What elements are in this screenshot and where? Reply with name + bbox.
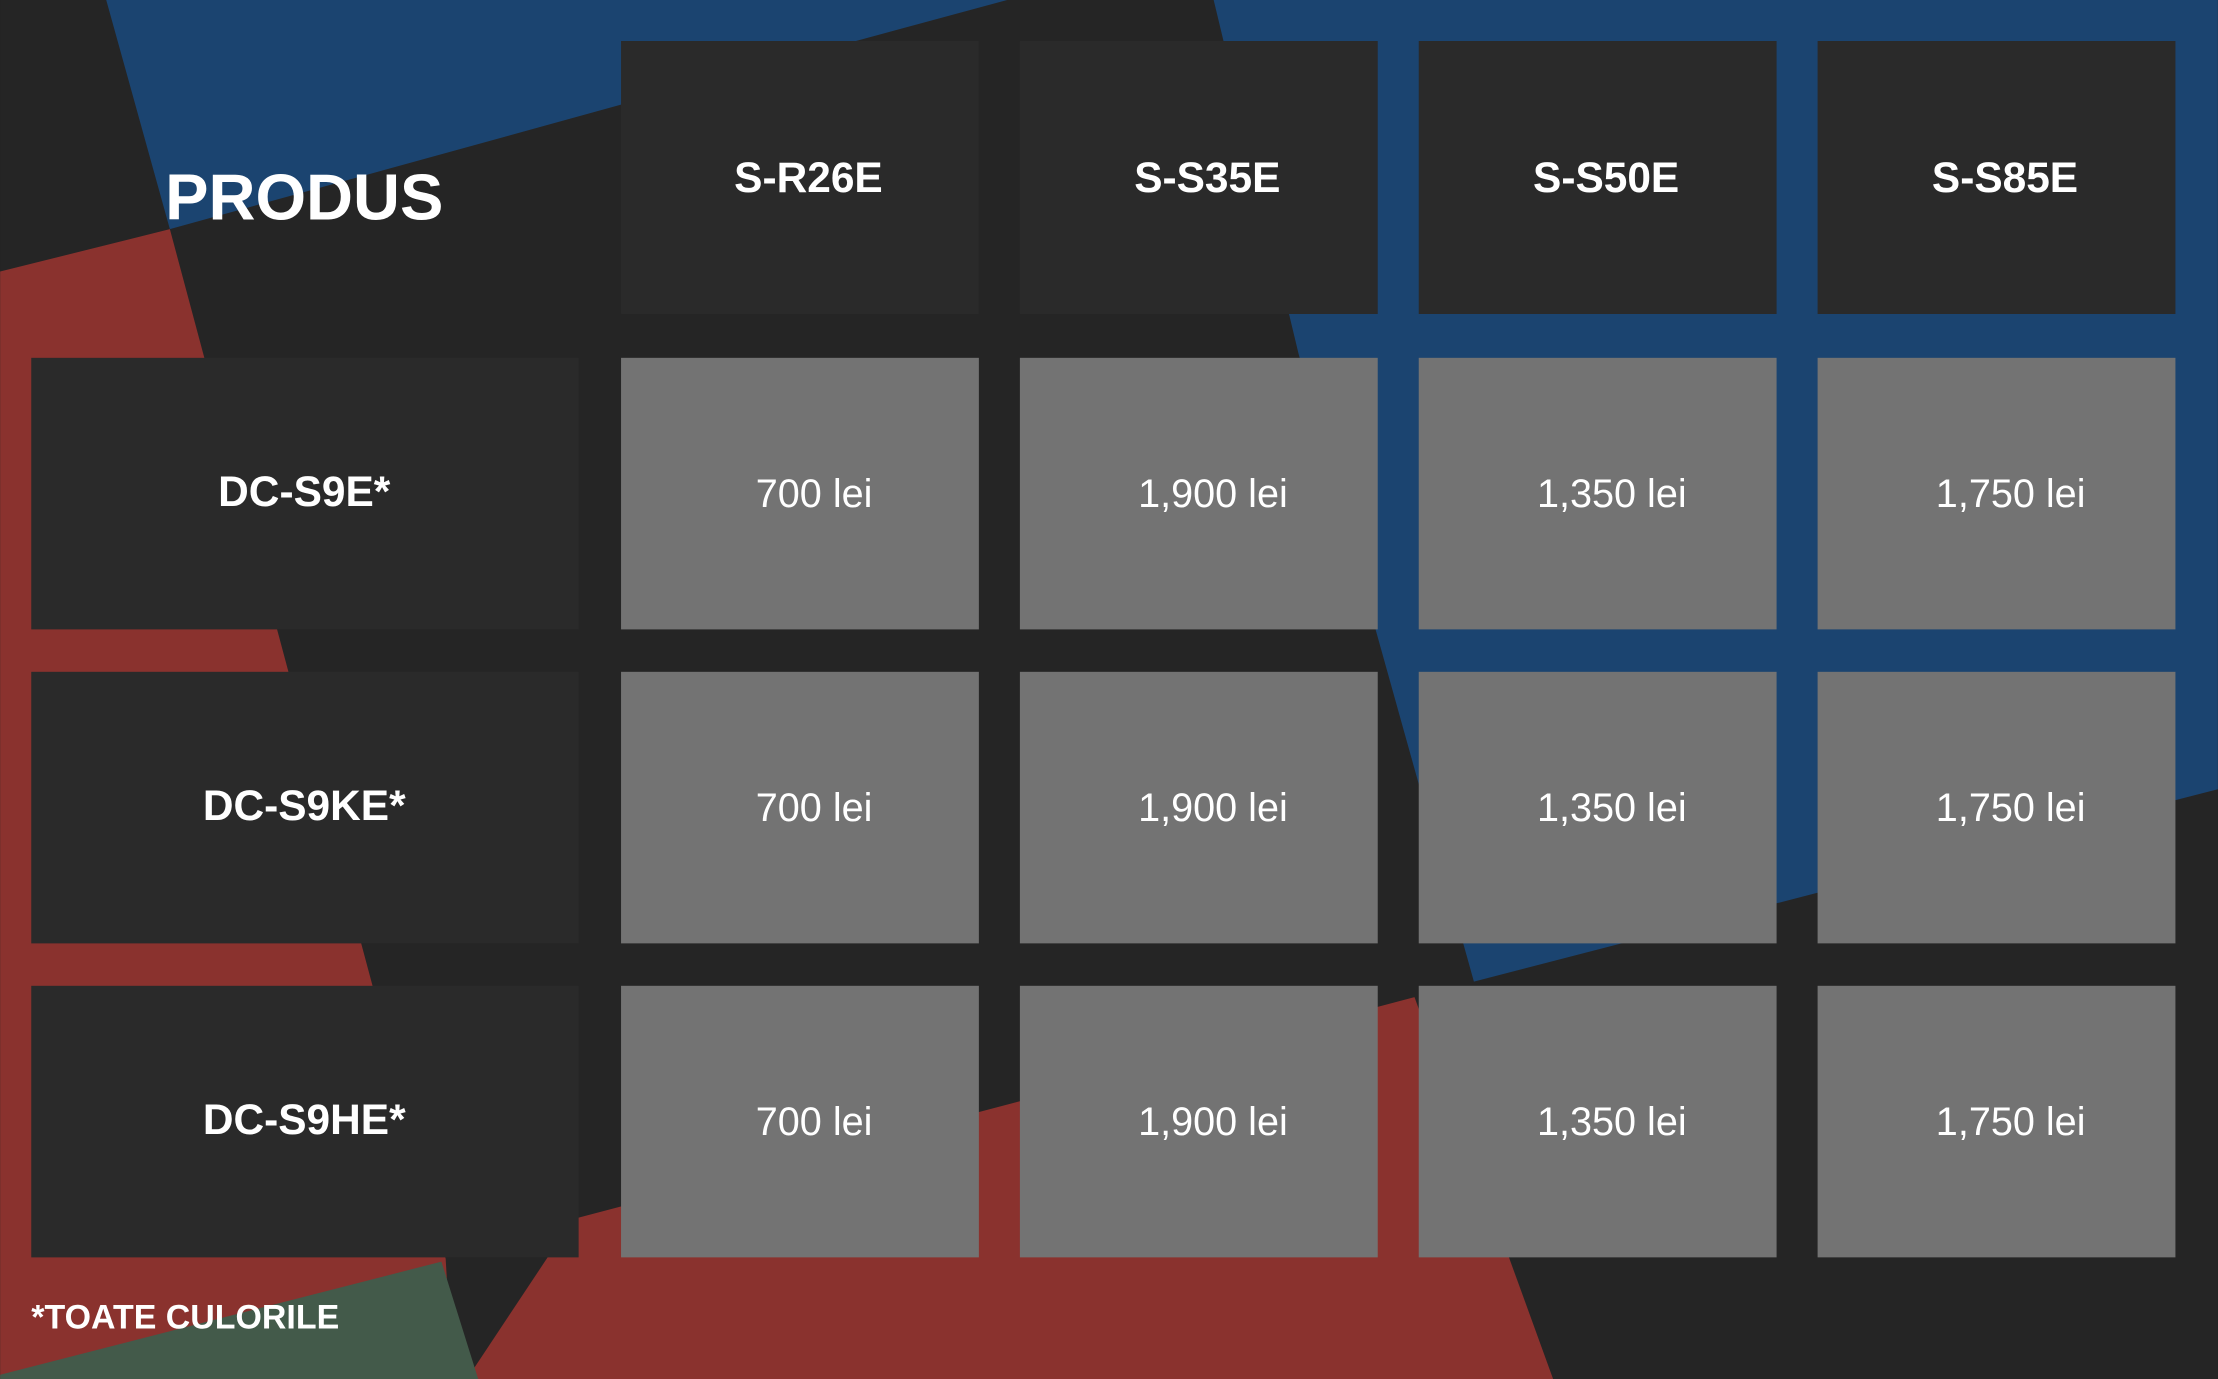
row-header: DC-S9E*: [218, 468, 391, 515]
column-header-cell: [621, 41, 979, 314]
price-cell: [1817, 671, 2176, 944]
column-header: S-S85E: [1932, 154, 2078, 201]
price-cell: [1019, 671, 1378, 944]
column-header: S-S50E: [1533, 154, 1679, 201]
column-header: S-S35E: [1134, 154, 1280, 201]
column-header: S-R26E: [734, 154, 883, 201]
row-header-cell: [31, 357, 579, 630]
price: 700 lei: [756, 1100, 873, 1144]
price-cell: [621, 357, 979, 630]
row-header-cell: [31, 671, 579, 944]
price: 1,900 lei: [1138, 786, 1288, 830]
row-header: DC-S9HE*: [203, 1096, 406, 1143]
column-header-cell: [1019, 41, 1378, 314]
price: 1,750 lei: [1936, 1100, 2086, 1144]
row-header-cell: [31, 985, 579, 1258]
price: 1,750 lei: [1936, 472, 2086, 516]
price-cell: [621, 671, 979, 944]
column-header-cell: [1418, 41, 1777, 314]
row-header: DC-S9KE*: [203, 782, 406, 829]
price-cell: [1019, 985, 1378, 1258]
price: 1,350 lei: [1537, 472, 1687, 516]
footnote: *TOATE CULORILE: [31, 1299, 339, 1337]
price: 1,900 lei: [1138, 472, 1288, 516]
price-cell: [1418, 671, 1777, 944]
table-title: PRODUS: [165, 160, 443, 233]
price-cell: [1817, 985, 2176, 1258]
decor-green: [0, 1261, 479, 1379]
price: 1,350 lei: [1537, 786, 1687, 830]
price: 1,900 lei: [1138, 1100, 1288, 1144]
price-cell: [1418, 985, 1777, 1258]
price: 1,750 lei: [1936, 786, 2086, 830]
price-cell: [621, 985, 979, 1258]
price: 1,350 lei: [1537, 1100, 1687, 1144]
price: 700 lei: [756, 786, 873, 830]
price-cell: [1817, 357, 2176, 630]
column-header-cell: [1817, 41, 2176, 314]
price-cell: [1418, 357, 1777, 630]
price-cell: [1019, 357, 1378, 630]
price: 700 lei: [756, 472, 873, 516]
